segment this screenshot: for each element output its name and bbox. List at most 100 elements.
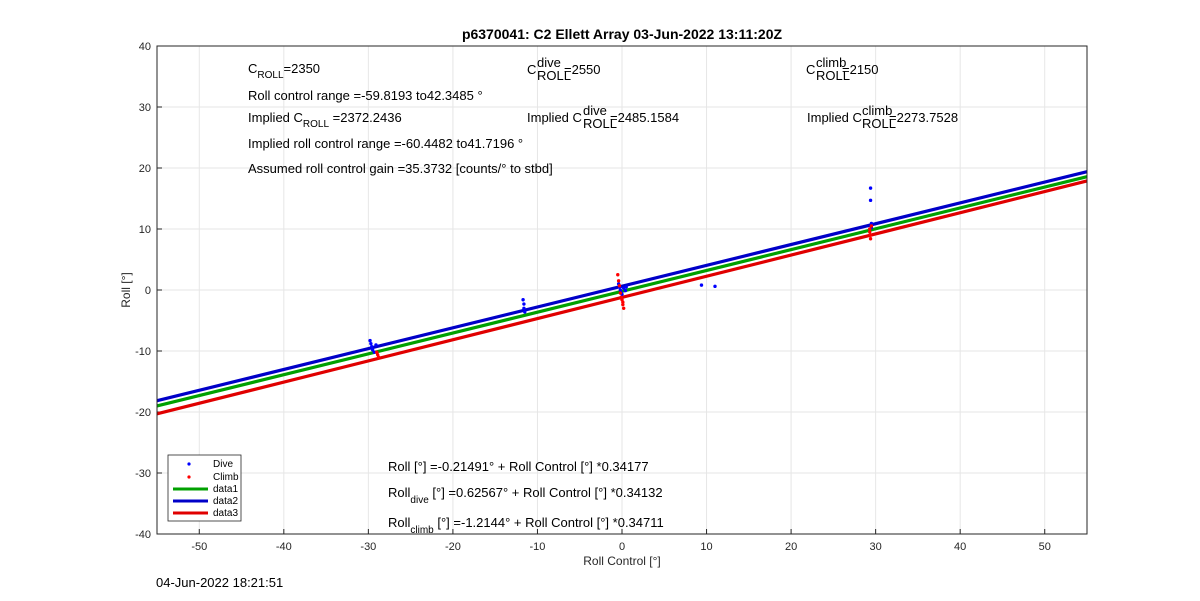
y-tick-label: 40 bbox=[139, 41, 151, 53]
annotation-c-roll: CROLL=2350 bbox=[248, 61, 320, 81]
svg-text:data3: data3 bbox=[213, 508, 238, 519]
dive-point bbox=[370, 348, 375, 352]
x-tick-label: 40 bbox=[954, 541, 966, 553]
legend-entry-dive: Dive bbox=[187, 459, 233, 470]
y-tick-label: -10 bbox=[135, 346, 151, 358]
dive-point bbox=[699, 283, 704, 287]
svg-text:=2273.7528: =2273.7528 bbox=[889, 110, 958, 125]
x-tick-label: 20 bbox=[785, 541, 797, 553]
svg-text:Dive: Dive bbox=[213, 459, 233, 470]
svg-text:Implied C: Implied C bbox=[807, 110, 862, 125]
dive-point bbox=[372, 350, 376, 354]
x-tick-label: 0 bbox=[619, 541, 625, 553]
dive-point bbox=[713, 284, 717, 289]
equation-dive: Rolldive [°] =0.62567° + Roll Control [°… bbox=[388, 485, 663, 506]
fit-line-data2 bbox=[156, 170, 1088, 403]
svg-text:Implied C: Implied C bbox=[527, 110, 582, 125]
dive-point bbox=[369, 341, 373, 346]
footer-timestamp: 04-Jun-2022 18:21:51 bbox=[156, 575, 284, 590]
svg-text:Climb: Climb bbox=[213, 472, 239, 483]
climb-point bbox=[621, 302, 625, 307]
x-tick-label: 10 bbox=[700, 541, 712, 553]
climb-point bbox=[868, 233, 873, 237]
y-tick-label: -30 bbox=[135, 468, 151, 480]
svg-text:C: C bbox=[806, 62, 815, 77]
annotation-implied-range: Implied roll control range =-60.4482 to4… bbox=[248, 136, 523, 151]
legend: Dive Climb data1 data2 data3 bbox=[167, 454, 242, 522]
dive-point bbox=[623, 288, 628, 293]
svg-text:ROLL: ROLL bbox=[537, 68, 571, 83]
svg-text:CROLL=2350: CROLL=2350 bbox=[248, 61, 320, 81]
equation-climb: Rollclimb [°] =-1.2144° + Roll Control [… bbox=[388, 515, 664, 536]
dive-point bbox=[522, 302, 526, 306]
x-axis-ticks: -50 -40 -30 -20 -10 0 10 20 30 40 50 bbox=[191, 529, 1051, 553]
x-tick-label: -20 bbox=[445, 541, 461, 553]
annotation-roll-range: Roll control range =-59.8193 to42.3485 ° bbox=[248, 88, 483, 103]
legend-entry-data3: data3 bbox=[173, 508, 238, 519]
svg-text:Implied CROLL =2372.2436: Implied CROLL =2372.2436 bbox=[248, 110, 402, 130]
dive-point bbox=[368, 338, 372, 343]
climb-point bbox=[617, 284, 622, 288]
dive-point bbox=[869, 221, 874, 226]
x-tick-label: -40 bbox=[276, 541, 292, 553]
y-tick-label: -40 bbox=[135, 529, 151, 541]
legend-entry-climb: Climb bbox=[187, 472, 239, 483]
data-points bbox=[368, 186, 874, 359]
svg-text:dive: dive bbox=[537, 55, 561, 70]
dive-point bbox=[868, 198, 873, 203]
equation-all: Roll [°] =-0.21491° + Roll Control [°] *… bbox=[388, 459, 649, 474]
climb-point bbox=[616, 273, 620, 277]
y-axis-label: Roll [°] bbox=[119, 272, 133, 307]
svg-text:ROLL: ROLL bbox=[816, 68, 850, 83]
x-tick-label: 50 bbox=[1039, 541, 1051, 553]
svg-text:Rollclimb [°] =-1.2144° + Roll: Rollclimb [°] =-1.2144° + Roll Control [… bbox=[388, 515, 664, 536]
svg-text:ROLL: ROLL bbox=[583, 116, 617, 131]
svg-text:=2550: =2550 bbox=[564, 62, 601, 77]
x-axis-label: Roll Control [°] bbox=[583, 554, 661, 568]
dive-point bbox=[521, 298, 525, 302]
y-tick-label: 0 bbox=[145, 285, 151, 297]
dive-point bbox=[621, 286, 626, 290]
svg-text:climb: climb bbox=[816, 55, 846, 70]
annotation-implied-c-dive: Implied C dive ROLL =2485.1584 bbox=[527, 103, 679, 131]
dive-point bbox=[523, 310, 527, 314]
legend-entry-data1: data1 bbox=[173, 484, 238, 495]
plot-frame bbox=[156, 45, 1088, 535]
svg-text:C: C bbox=[527, 62, 536, 77]
svg-text:data1: data1 bbox=[213, 484, 238, 495]
annotation-implied-c-roll: Implied CROLL =2372.2436 bbox=[248, 110, 402, 130]
annotation-implied-c-climb: Implied C climb ROLL =2273.7528 bbox=[807, 103, 958, 131]
svg-text:=2150: =2150 bbox=[842, 62, 879, 77]
svg-text:climb: climb bbox=[862, 103, 892, 118]
legend-entry-data2: data2 bbox=[173, 496, 238, 507]
climb-point bbox=[618, 291, 623, 295]
svg-text:dive: dive bbox=[583, 103, 607, 118]
dive-point bbox=[370, 345, 374, 349]
svg-text:Rolldive [°] =0.62567° + Roll: Rolldive [°] =0.62567° + Roll Control [°… bbox=[388, 485, 663, 506]
climb-point bbox=[868, 230, 872, 234]
x-tick-label: -30 bbox=[360, 541, 376, 553]
annotation-gain: Assumed roll control gain =35.3732 [coun… bbox=[248, 161, 553, 176]
chart-title: p6370041: C2 Ellett Array 03-Jun-2022 13… bbox=[462, 26, 783, 42]
dive-point bbox=[868, 186, 873, 190]
climb-point bbox=[621, 300, 625, 304]
y-tick-label: -20 bbox=[135, 407, 151, 419]
climb-point bbox=[868, 237, 873, 241]
annotation-c-dive: C dive ROLL =2550 bbox=[527, 55, 601, 83]
climb-point bbox=[621, 306, 626, 310]
legend-marker-climb bbox=[187, 475, 191, 479]
climb-point bbox=[376, 355, 381, 359]
y-tick-label: 20 bbox=[139, 163, 151, 175]
annotation-c-climb: C climb ROLL =2150 bbox=[806, 55, 879, 83]
dive-point bbox=[374, 343, 378, 347]
svg-text:ROLL: ROLL bbox=[862, 116, 896, 131]
dive-point bbox=[624, 285, 628, 289]
dive-point bbox=[522, 306, 526, 310]
x-tick-label: -10 bbox=[530, 541, 546, 553]
climb-point bbox=[868, 227, 872, 231]
climb-point bbox=[616, 279, 621, 283]
x-tick-label: 30 bbox=[870, 541, 882, 553]
climb-point bbox=[869, 224, 874, 228]
legend-marker-dive bbox=[187, 462, 191, 466]
